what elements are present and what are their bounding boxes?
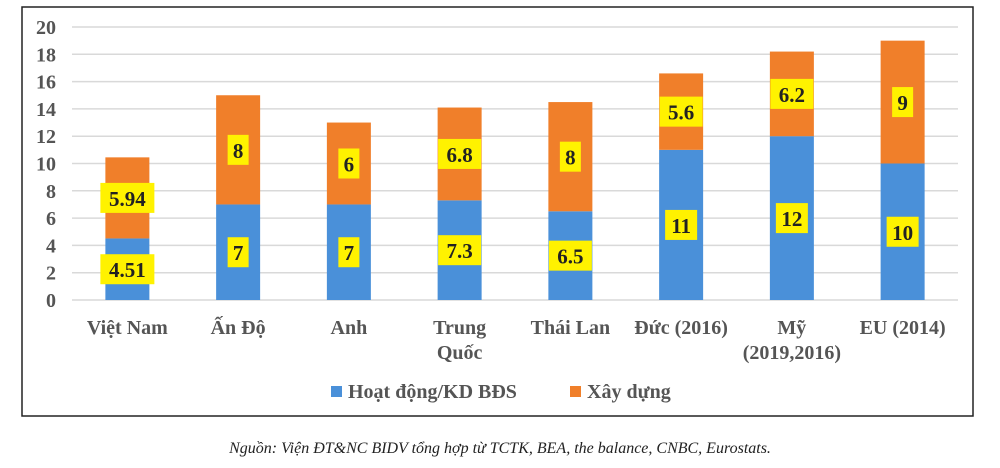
x-tick-label: Trung	[433, 317, 486, 339]
x-tick-label: (2019,2016)	[743, 342, 841, 364]
data-label-box	[100, 254, 155, 285]
x-tick-label: Đức (2016)	[634, 317, 728, 339]
data-label-box	[659, 96, 703, 127]
data-label-box	[665, 209, 698, 240]
stacked-bar-chart: 4.51 5.94 7 8 7 6 7.3 6.8 6.5 8 11 5.6 12 6.2 10 9 0 2 4 6 8…	[21, 6, 974, 417]
data-label-box	[100, 182, 155, 213]
y-tick-label: 4	[46, 235, 56, 257]
data-label: 6.5	[557, 245, 583, 269]
legend-swatch	[331, 386, 342, 397]
x-tick-label: Thái Lan	[531, 317, 610, 339]
data-label: 5.6	[668, 101, 694, 125]
y-tick-label: 20	[36, 17, 56, 39]
data-label: 9	[897, 91, 908, 115]
data-label: 5.94	[109, 187, 146, 211]
x-tick-label: Anh	[331, 317, 368, 339]
x-tick-label: Ấn Độ	[211, 315, 266, 339]
data-label-box	[770, 78, 814, 109]
data-label: 4.51	[109, 258, 146, 282]
x-tick-label: Mỹ	[777, 317, 806, 339]
data-label: 11	[671, 214, 691, 238]
data-label: 12	[781, 207, 802, 231]
legend-label: Hoạt động/KD BĐS	[348, 381, 517, 403]
chart-frame	[21, 6, 974, 417]
y-tick-label: 0	[46, 290, 56, 312]
data-label-box	[438, 138, 482, 169]
y-tick-label: 8	[46, 181, 56, 203]
data-label-box	[775, 203, 808, 234]
x-tick-label: Việt Nam	[87, 317, 168, 339]
data-label-box	[559, 141, 581, 172]
data-label: 6	[344, 153, 355, 177]
data-label: 8	[233, 139, 244, 163]
data-label: 7	[233, 241, 244, 265]
data-label: 10	[892, 221, 913, 245]
y-tick-label: 6	[46, 208, 56, 230]
y-tick-label: 14	[36, 99, 56, 121]
data-label-box	[548, 240, 592, 271]
y-tick-label: 12	[36, 126, 56, 148]
data-label-box	[438, 235, 482, 266]
x-tick-label: Quốc	[437, 342, 483, 364]
data-label-box	[227, 237, 249, 268]
legend-label: Xây dựng	[587, 381, 671, 403]
x-tick-label: EU (2014)	[860, 317, 946, 339]
source-note: Nguồn: Viện ĐT&NC BIDV tổng hợp từ TCTK,…	[229, 440, 771, 457]
data-label-box	[338, 148, 360, 179]
data-label: 6.2	[779, 83, 805, 107]
y-tick-label: 10	[36, 154, 56, 176]
data-label-box	[892, 87, 914, 118]
data-label: 7.3	[447, 239, 473, 263]
y-tick-label: 2	[46, 263, 56, 285]
legend-swatch	[570, 386, 581, 397]
data-label-box	[227, 134, 249, 165]
data-label-box	[338, 237, 360, 268]
data-label: 7	[344, 241, 355, 265]
data-label: 6.8	[447, 143, 473, 167]
data-label: 8	[565, 146, 576, 170]
y-tick-label: 18	[36, 44, 56, 66]
data-label-box	[886, 216, 919, 247]
y-tick-label: 16	[36, 72, 56, 94]
